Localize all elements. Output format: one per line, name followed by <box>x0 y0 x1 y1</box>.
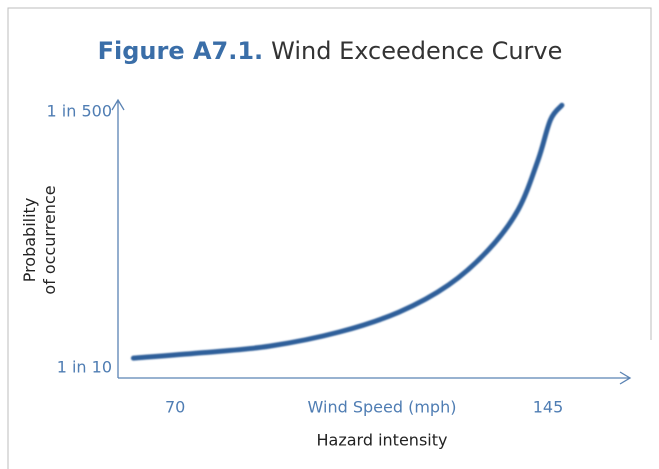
x-axis <box>118 371 632 385</box>
frame <box>7 7 652 469</box>
chart-title: Figure A7.1. Wind Exceedence Curve <box>98 37 563 65</box>
y-axis <box>111 98 125 378</box>
x-axis-title: Hazard intensity <box>317 431 448 450</box>
y-tick-label: 1 in 500 <box>47 102 112 121</box>
y-axis-title-line: of occurrence <box>40 185 59 294</box>
title-prefix: Figure A7.1. <box>98 37 264 65</box>
y-axis-title: Probabilityof occurrence <box>20 185 59 294</box>
x-tick-label: 70 <box>165 398 185 417</box>
x-tick-label: 145 <box>533 398 564 417</box>
x-units-label: Wind Speed (mph) <box>308 398 457 417</box>
y-tick-label: 1 in 10 <box>57 358 112 377</box>
y-axis-title-line: Probability <box>20 198 39 283</box>
title-text: Wind Exceedence Curve <box>271 37 562 65</box>
curve <box>130 102 565 361</box>
